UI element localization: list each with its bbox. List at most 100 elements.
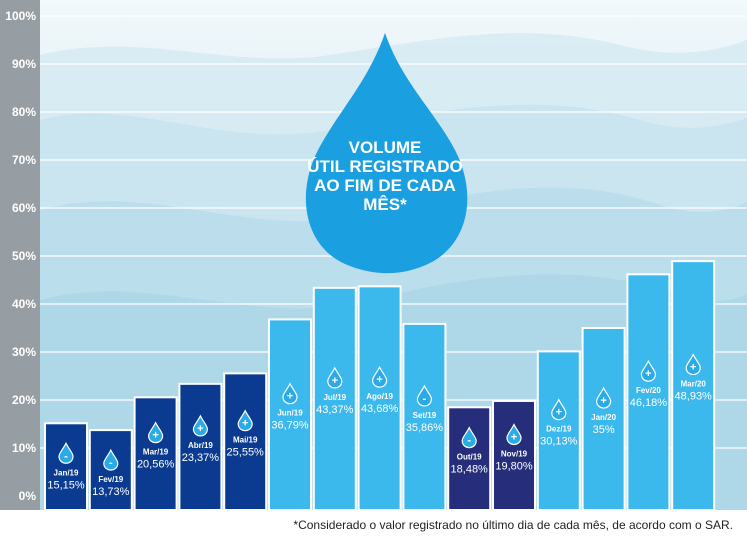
bar-month-label: Jan/20 [591,413,616,422]
bar-month-label: Jun/19 [277,409,303,418]
bar [492,399,536,511]
bar-value-label: 19,80% [495,460,533,472]
bar-group: - Fev/19 13,73% [88,429,133,512]
trend-sign: + [287,391,293,403]
bar [402,322,447,512]
y-tick-label: 90% [12,57,36,71]
water-drop-icon [305,33,468,274]
bar-month-label: Fev/20 [636,386,661,395]
trend-drop-icon [551,398,567,421]
bar-month-label: Mar/20 [681,380,707,389]
bar [312,286,357,511]
bar-value-label: 13,73% [92,486,130,498]
bar-value-label: 43,37% [316,404,354,416]
bar-value-label: 36,79% [271,420,309,432]
chart-title-line: MÊS* [363,195,407,214]
chart-title-line: VOLUME [349,138,422,157]
bar-month-label: Abr/19 [188,441,213,450]
trend-drop-icon [595,386,612,409]
bar [581,327,626,511]
y-tick-label: 70% [12,153,36,167]
y-tick-label: 50% [12,249,36,263]
bar [268,318,312,511]
trend-drop-icon [58,441,74,464]
bar [536,350,581,511]
bar-group: - Out/19 18,48% [447,406,492,511]
title-drop: VOLUME ÚTIL REGISTRADO AO FIM DE CADA MÊ… [305,33,468,274]
bar-month-label: Mar/19 [143,448,169,457]
trend-drop-icon [103,448,119,471]
trend-sign: + [152,430,158,442]
y-tick-label: 0% [19,489,37,503]
y-tick-label: 100% [5,9,36,23]
bar-value-label: 35,86% [406,422,444,434]
bar-month-label: Jul/19 [323,393,346,402]
y-tick-label: 80% [12,105,36,119]
trend-drop-icon [640,359,657,382]
bar-group: + Abr/19 23,37% [178,382,223,512]
trend-sign: + [242,418,248,430]
trend-sign: + [600,395,606,407]
bar [178,382,223,512]
chart-title-line: ÚTIL REGISTRADO [307,157,463,176]
bar-month-label: Out/19 [457,453,482,462]
trend-drop-icon [327,366,343,389]
bar-value-label: 23,37% [182,452,220,464]
bar-group: + Jul/19 43,37% [312,286,357,511]
trend-drop-icon [147,421,164,444]
bar-month-label: Dez/19 [546,425,572,434]
y-tick-label: 20% [12,393,36,407]
bar-month-label: Fev/19 [98,475,123,484]
trend-sign: + [332,375,338,387]
bar [671,260,716,511]
bar-month-label: Nov/19 [501,449,528,458]
bar [447,406,492,511]
y-axis-band [0,0,40,510]
chart-title-line: AO FIM DE CADA [314,176,456,195]
bar [626,273,671,511]
trend-drop-icon [371,365,388,388]
bar [133,396,178,512]
bar-value-label: 20,56% [137,459,175,471]
trend-sign: + [376,374,382,386]
trend-sign: - [109,457,113,469]
bars: -Jan/1915,15%-Fev/1913,73%+Mar/1920,56%+… [44,260,716,512]
trend-drop-icon [282,382,298,405]
y-tick-label: 10% [12,441,36,455]
trend-sign: + [645,368,651,380]
bar-group: + Ago/19 43,68% [357,285,402,511]
y-tick-label: 60% [12,201,36,215]
bar-group: + Jun/19 36,79% [268,318,312,511]
trend-sign: + [690,362,696,374]
bar-value-label: 46,18% [630,397,668,409]
y-tick-label: 30% [12,345,36,359]
bar-group: + Mai/19 25,55% [223,372,268,511]
bar-value-label: 15,15% [47,479,85,491]
bar-group: + Dez/19 30,13% [536,350,581,511]
bar-group: - Jan/19 15,15% [44,422,88,511]
bar-month-label: Jan/19 [54,468,79,477]
bar-value-label: 25,55% [227,447,265,459]
trend-sign: + [556,407,562,419]
trend-sign: + [197,423,203,435]
trend-sign: - [423,393,427,405]
bar-month-label: Mai/19 [233,436,258,445]
trend-drop-icon [685,353,701,376]
trend-drop-icon [461,426,477,449]
trend-drop-icon [506,423,522,446]
trend-drop-icon [237,409,253,432]
bar-month-label: Set/19 [413,411,437,420]
footnote: *Considerado o valor registrado no últim… [293,518,733,532]
bar-value-label: 48,93% [675,391,713,403]
bar [223,372,268,511]
trend-sign: + [511,431,517,443]
bar-group: + Nov/19 19,80% [492,399,536,511]
bar-value-label: 18,48% [451,464,489,476]
bar-group: + Jan/20 35% [581,327,626,511]
bar-group: + Fev/20 46,18% [626,273,671,511]
trend-sign: - [467,435,471,447]
y-tick-label: 40% [12,297,36,311]
trend-drop-icon [416,384,433,407]
bar [357,285,402,511]
